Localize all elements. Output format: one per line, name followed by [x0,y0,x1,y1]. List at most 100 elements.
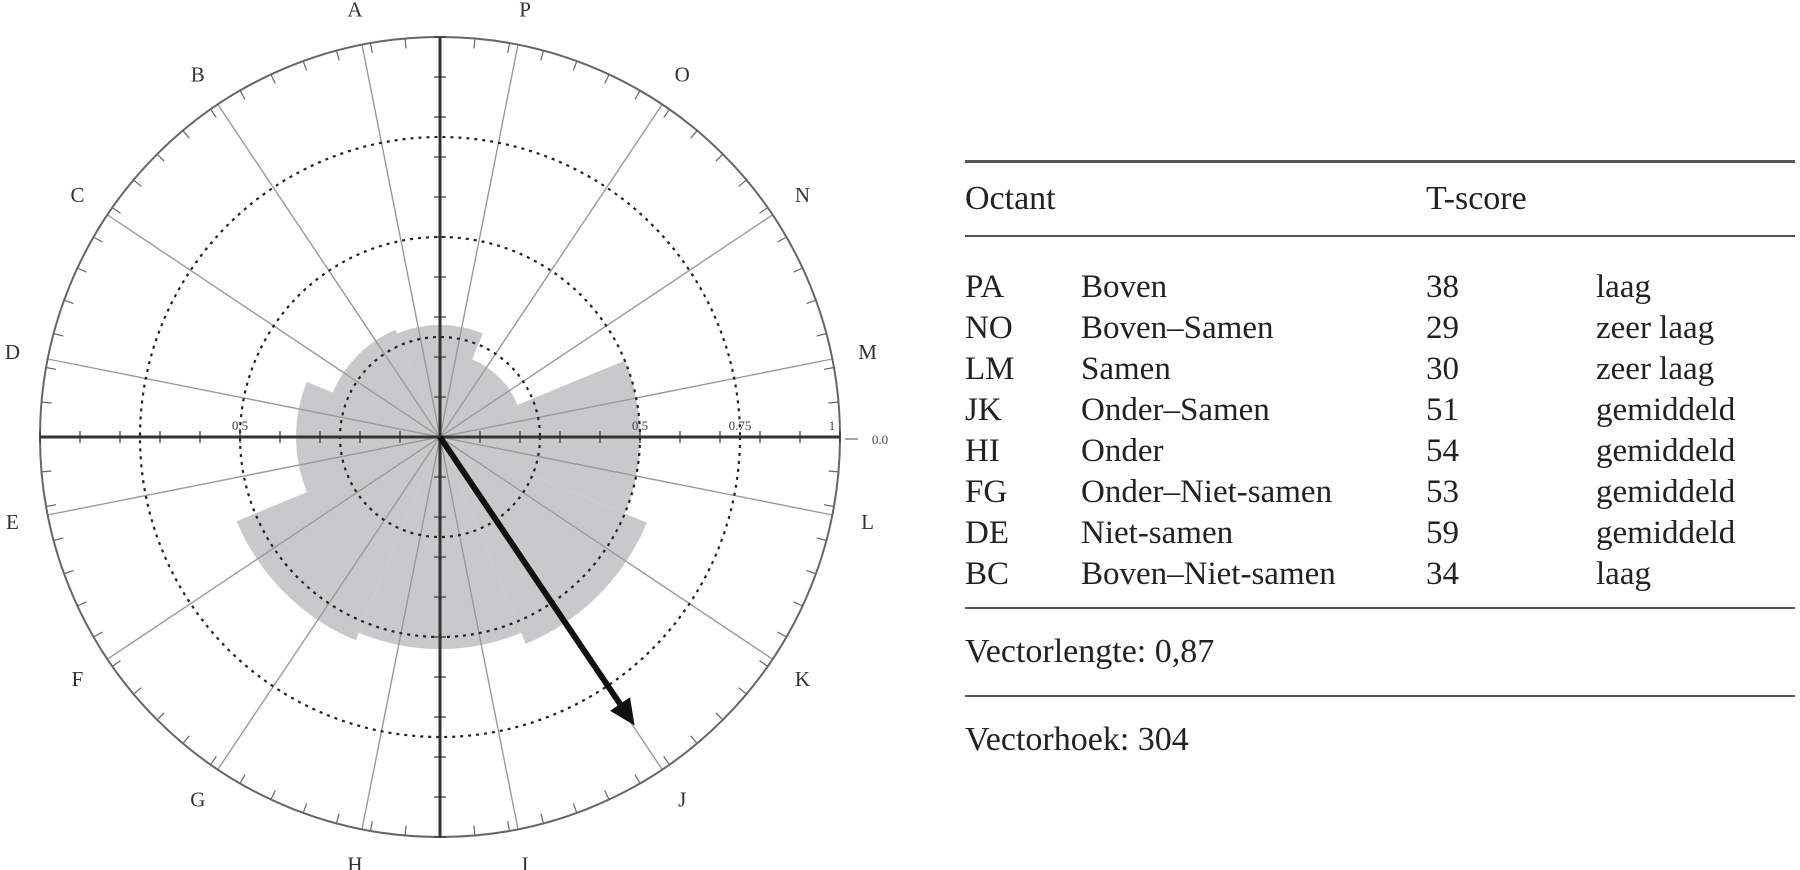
row-name: Niet-samen [1081,515,1234,551]
outer-tick [77,601,87,607]
outer-tick [663,756,670,766]
outer-tick [572,803,578,814]
outer-tick [182,130,190,139]
spoke-line [217,436,441,770]
row-name: Boven–Niet-samen [1081,556,1336,592]
sector-bc [332,329,440,437]
axis-tick-label: 1 [829,418,836,433]
spoke-line [439,44,519,438]
vector-length: Vectorlengte: 0,87 [965,633,1215,670]
octant-label-f: F [72,667,84,691]
top-rule [965,160,1795,163]
row-score: 51 [1426,392,1459,428]
octant-label-d: D [5,340,20,364]
outer-tick [572,60,578,71]
vector-arrow-head [610,697,635,726]
row-code: PA [965,269,1005,305]
outer-tick [507,820,511,832]
outer-tick [63,569,74,575]
outer-tick [823,504,835,508]
outer-tick [369,42,373,54]
outer-tick [823,366,835,370]
table-row: JK Onder–Samen 51 gemiddeld [965,390,1795,431]
outer-tick [45,504,57,508]
table-row: NO Boven–Samen 29 zeer laag [965,308,1795,349]
outer-tick [793,267,803,273]
stat-rule [965,695,1795,697]
outer-tick [816,537,827,542]
outer-tick [663,108,670,118]
row-score: 53 [1426,474,1459,510]
outer-tick [335,50,340,61]
header-octant: Octant [965,180,1056,217]
octant-label-k: K [795,667,810,691]
vector-arrow-shaft [437,435,623,706]
outer-tick [604,74,610,84]
row-code: FG [965,474,1008,510]
outer-tick [369,820,373,832]
interpersonal-circumplex-chart: 0.5 0.5 0.75 1 0.0 A B C D E F G H I J K L M N O P [5,0,888,870]
spoke-line [47,436,441,516]
octant-label-a: A [347,0,363,21]
outer-tick [210,756,217,766]
outer-tick [133,179,142,187]
outer-tick [759,660,769,667]
outer-tick [53,332,64,337]
row-level: gemiddeld [1596,515,1736,551]
row-score: 34 [1426,556,1459,592]
spoke-line [439,104,663,438]
row-code: DE [965,515,1009,551]
outer-tick [690,735,698,744]
outer-tick [77,267,87,273]
row-level: zeer laag [1596,310,1715,346]
outer-tick [335,813,340,824]
outer-tick [806,299,817,305]
outer-tick [738,687,747,695]
outer-tick [156,153,165,162]
table-body: PA Boven 38 laag NO Boven–Samen 29 zeer … [965,237,1795,607]
outer-tick [270,74,276,84]
outer-tick [793,601,803,607]
octant-score-table: Octant T-score PA Boven 38 laag NO Boven… [965,160,1795,783]
row-code: NO [965,310,1013,346]
outer-tick [690,130,698,139]
octant-label-o: O [675,63,690,87]
row-score: 29 [1426,310,1459,346]
outer-tick [806,569,817,575]
row-name: Boven [1081,269,1168,305]
row-level: gemiddeld [1596,433,1736,469]
row-level: laag [1596,556,1651,592]
outer-tick [473,825,476,836]
octant-label-p: P [519,0,531,21]
outer-tick [715,153,724,162]
outer-tick [828,470,839,473]
octant-label-b: B [191,63,205,87]
row-level: gemiddeld [1596,392,1736,428]
row-code: HI [965,433,1000,469]
spoke-line [107,436,441,660]
row-score: 30 [1426,351,1459,387]
row-name: Onder–Samen [1081,392,1270,428]
octant-label-c: C [70,183,84,207]
outer-tick [404,38,407,49]
outer-tick [759,207,769,214]
table-row: FG Onder–Niet-samen 53 gemiddeld [965,472,1795,513]
spoke-line [439,436,773,660]
table-row: PA Boven 38 laag [965,267,1795,308]
row-level: laag [1596,269,1651,305]
body-rule [965,607,1795,609]
table-row: DE Niet-samen 59 gemiddeld [965,513,1795,554]
outer-tick [53,537,64,542]
row-name: Onder–Niet-samen [1081,474,1333,510]
header-tscore: T-score [1426,180,1527,217]
octant-label-m: M [858,340,877,364]
outer-tick [507,42,511,54]
row-code: LM [965,351,1015,387]
outer-tick [156,712,165,721]
outer-tick [182,735,190,744]
outer-tick [210,108,217,118]
octant-label-e: E [6,510,19,534]
spoke-line [47,358,441,438]
axis-tick-label: 0.5 [232,418,248,433]
outer-tick [473,38,476,49]
